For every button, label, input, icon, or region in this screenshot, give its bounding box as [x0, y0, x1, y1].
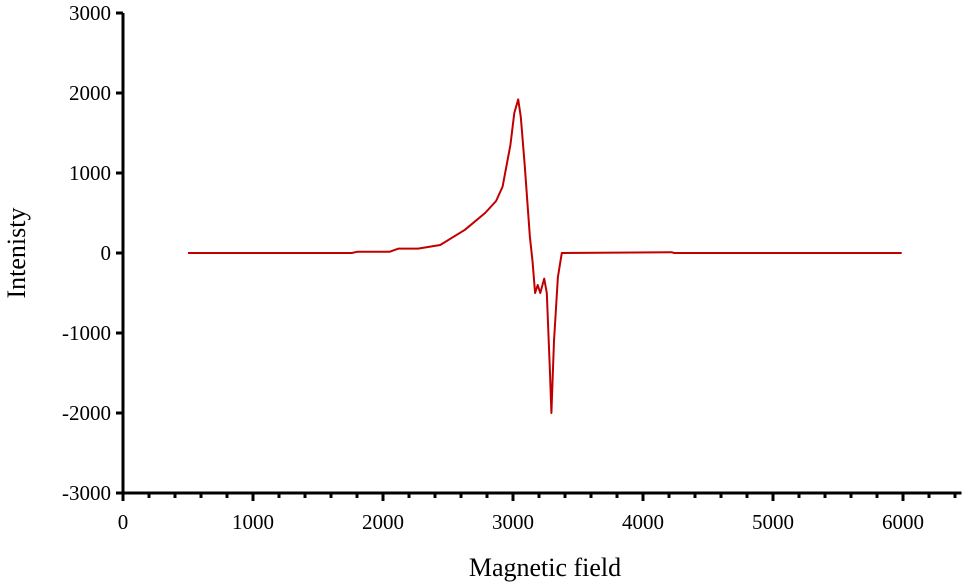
x-tick-labels: 0 1000 2000 3000 4000 5000 6000 [118, 510, 924, 534]
y-tick-label: 0 [101, 241, 112, 265]
x-tick-label: 4000 [622, 510, 664, 534]
x-tick-label: 5000 [752, 510, 794, 534]
y-axis [116, 11, 125, 498]
y-axis-title: Intenisty [2, 208, 31, 299]
x-tick-label: 6000 [882, 510, 924, 534]
x-tick-label: 3000 [492, 510, 534, 534]
x-tick-label: 0 [118, 510, 129, 534]
y-tick-label: -1000 [62, 321, 111, 345]
intensity-line [188, 98, 902, 414]
y-tick-label: -2000 [62, 401, 111, 425]
y-tick-label: 1000 [69, 161, 111, 185]
x-tick-label: 1000 [232, 510, 274, 534]
y-tick-labels: 3000 2000 1000 0 -1000 -2000 -3000 [62, 1, 111, 505]
x-axis [116, 491, 962, 501]
y-tick-label: 2000 [69, 81, 111, 105]
x-axis-title: Magnetic field [469, 553, 621, 582]
y-tick-label: 3000 [69, 1, 111, 25]
y-tick-label: -3000 [62, 481, 111, 505]
x-tick-label: 2000 [362, 510, 404, 534]
